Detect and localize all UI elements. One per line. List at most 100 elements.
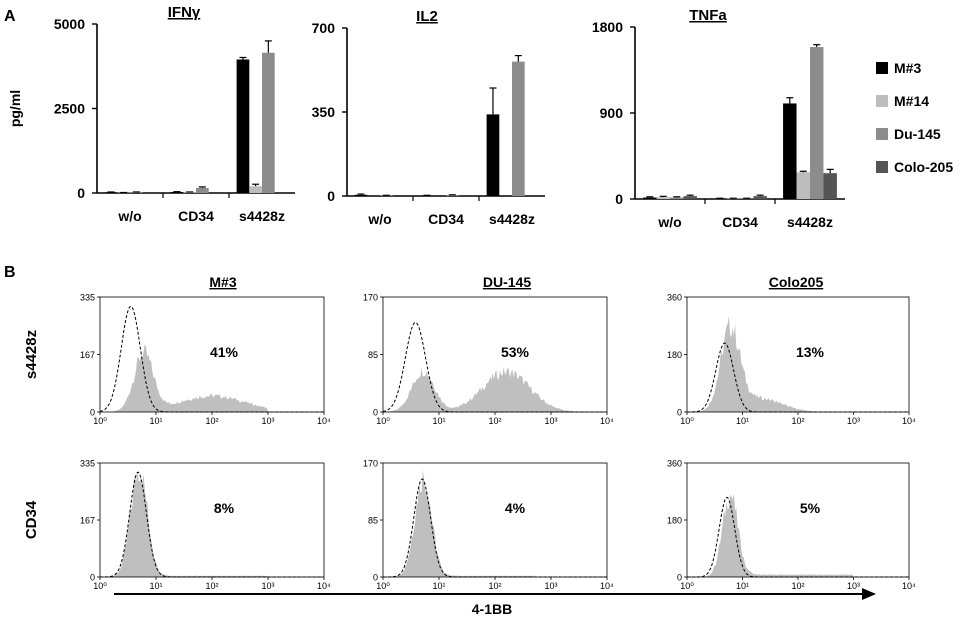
x-tick-label: 10¹ — [736, 416, 749, 426]
x-tick-label: 10² — [205, 581, 218, 591]
x-axis-label: 4-1BB — [472, 601, 512, 617]
histogram-fill — [687, 493, 909, 577]
histogram-fill — [100, 470, 324, 577]
histogram-fill — [687, 315, 909, 412]
bar-du-145-s4428z — [512, 61, 525, 196]
panel-label-b: B — [4, 264, 16, 281]
x-tick-label-cd34: CD34 — [178, 208, 214, 224]
x-tick-label-s4428z: s4428z — [489, 211, 535, 227]
x-tick-label: 10⁰ — [376, 416, 390, 426]
chart-title: IFNγ — [168, 4, 201, 21]
bar-m-3-w-o — [104, 192, 118, 193]
x-tick-label: 10⁰ — [376, 581, 390, 591]
legend-swatch-m-3 — [876, 62, 888, 74]
legend-label-m-14: M#14 — [894, 93, 929, 109]
y-tick-label: 360 — [667, 293, 682, 303]
x-tick-label: 10⁰ — [93, 581, 107, 591]
histogram-fill — [383, 366, 607, 412]
y-tick-label: 335 — [80, 459, 95, 469]
legend-label-du-145: Du-145 — [894, 126, 941, 142]
x-tick-label: 10³ — [847, 416, 860, 426]
x-tick-label-s4428z: s4428z — [787, 214, 833, 230]
legend-swatch-du-145 — [876, 128, 888, 140]
y-tick-label: 180 — [667, 516, 682, 526]
bar-m-14-cd34 — [183, 192, 196, 193]
histogram-fill — [383, 469, 607, 577]
legend-label-m-3: M#3 — [894, 60, 921, 76]
y-tick-label: 0 — [615, 191, 623, 207]
percentage-label: 13% — [796, 344, 825, 360]
x-tick-label: 10¹ — [736, 581, 749, 591]
x-tick-label: 10³ — [544, 416, 557, 426]
histogram-control-curve — [687, 342, 909, 413]
legend-swatch-m-14 — [876, 95, 888, 107]
x-tick-label: 10⁰ — [680, 581, 694, 591]
x-tick-label: 10³ — [544, 581, 557, 591]
y-tick-label: 700 — [312, 20, 336, 36]
y-tick-label: 900 — [600, 105, 624, 121]
y-tick-label: 0 — [90, 573, 95, 583]
bar-m-3-cd34 — [170, 191, 184, 193]
bar-du-145-w-o — [130, 192, 143, 193]
bar-m-3-w-o — [354, 194, 368, 196]
percentage-label: 41% — [210, 344, 239, 360]
bar-m-14-s4428z — [249, 186, 262, 193]
histogram-control-curve — [100, 471, 324, 578]
x-tick-label: 10¹ — [432, 581, 445, 591]
y-tick-label: 0 — [373, 408, 378, 418]
x-tick-label: 10⁰ — [680, 416, 694, 426]
x-tick-label-w-o: w/o — [117, 208, 141, 224]
x-tick-label: 10² — [791, 416, 804, 426]
panel-label-a: A — [4, 8, 16, 25]
y-tick-label: 0 — [373, 573, 378, 583]
bar-colo-205-cd34 — [753, 196, 767, 199]
x-tick-label-cd34: CD34 — [722, 214, 758, 230]
percentage-label: 53% — [501, 344, 530, 360]
chart-title: IL2 — [416, 8, 438, 25]
y-tick-label: 360 — [667, 459, 682, 469]
histogram-column-title-colo205: Colo205 — [769, 274, 824, 290]
y-tick-label: 2500 — [54, 101, 85, 117]
y-axis-label: pg/ml — [7, 90, 23, 127]
y-tick-label: 167 — [80, 350, 95, 360]
x-tick-label: 10² — [488, 581, 501, 591]
x-tick-label: 10⁴ — [902, 416, 916, 426]
x-tick-label-w-o: w/o — [657, 214, 681, 230]
x-tick-label: 10¹ — [149, 581, 162, 591]
x-tick-label: 10¹ — [432, 416, 445, 426]
y-tick-label: 167 — [80, 516, 95, 526]
y-tick-label: 85 — [368, 350, 378, 360]
x-tick-label-cd34: CD34 — [428, 211, 464, 227]
y-tick-label: 170 — [363, 459, 378, 469]
bar-charts: 0 2500 5000 IFNγ pg/ml w/o CD34 s4428z 0 350 700 IL… — [7, 4, 845, 230]
x-tick-label: 10⁴ — [600, 416, 614, 426]
bar-m-3-w-o — [643, 197, 657, 199]
bar-m-14-s4428z — [796, 172, 810, 199]
bar-chart-tnfa-2: 0 900 1800 TNFa w/o CD34 s4428z — [592, 7, 845, 230]
chart-title: TNFa — [689, 7, 727, 24]
bar-m-3-s4428z — [486, 114, 500, 196]
y-tick-label: 0 — [677, 408, 682, 418]
y-tick-label: 0 — [77, 185, 85, 201]
percentage-label: 5% — [800, 500, 821, 516]
bar-du-145-w-o — [670, 197, 684, 199]
histogram-row-label-cd34: CD34 — [23, 500, 40, 539]
legend-swatch-colo-205 — [876, 161, 888, 173]
histogram-column-title-m-3: M#3 — [209, 274, 236, 290]
x-tick-label: 10¹ — [149, 416, 162, 426]
y-tick-label: 5000 — [54, 16, 85, 32]
legend: M#3 M#14 Du-145 Colo-205 — [876, 60, 953, 175]
x-tick-label: 10⁴ — [600, 581, 614, 591]
x-tick-label: 10³ — [261, 416, 274, 426]
y-tick-label: 180 — [667, 350, 682, 360]
bar-du-145-cd34 — [196, 187, 209, 193]
legend-label-colo-205: Colo-205 — [894, 159, 953, 175]
histogram-row-label-s4428z: s4428z — [23, 330, 40, 379]
x-tick-label: 10⁴ — [317, 416, 331, 426]
